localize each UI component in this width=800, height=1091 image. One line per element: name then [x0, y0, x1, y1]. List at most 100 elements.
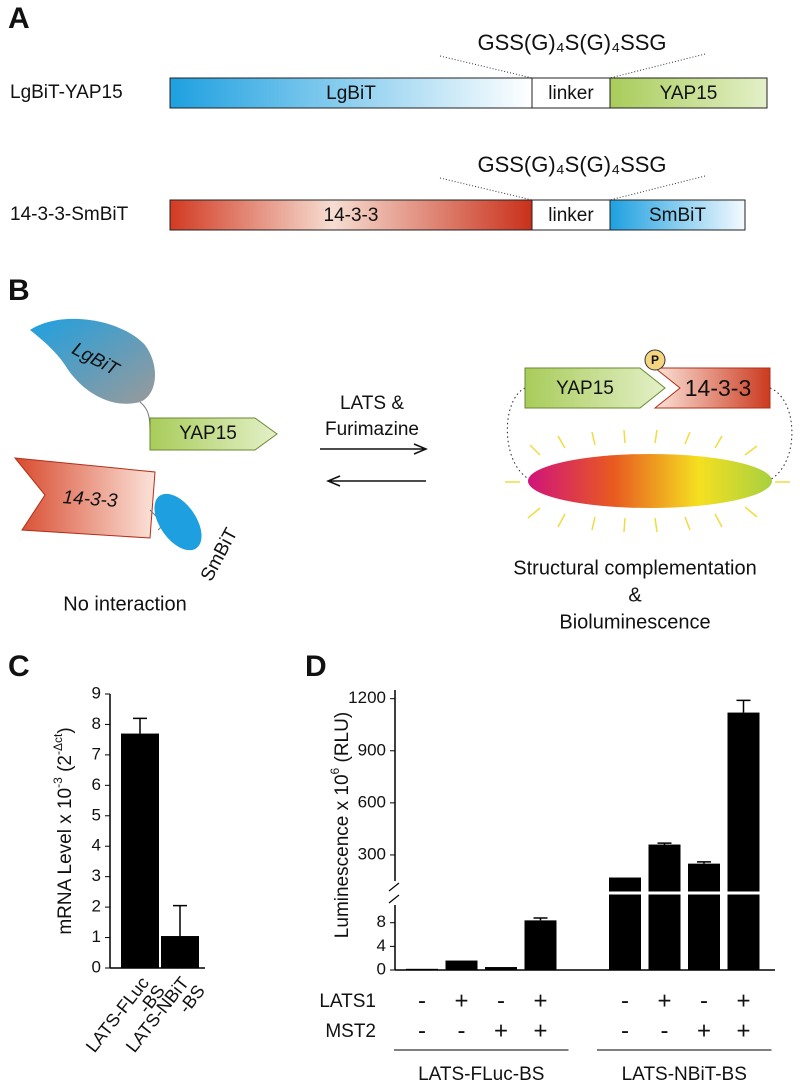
segment-label: LgBiT [326, 83, 376, 104]
group-label: LATS-FLuc-BS [418, 1064, 544, 1085]
protein-label: 14-3-3 [62, 487, 119, 512]
caption: Structural complementation [513, 557, 756, 579]
y-tick-label: 1200 [348, 688, 386, 707]
condition-sign: + [454, 987, 468, 1014]
construct-segment [531, 77, 611, 109]
y-tick-label: 2 [92, 897, 101, 916]
glow-rays [505, 429, 790, 533]
y-tick-label: 0 [377, 959, 386, 978]
yap15-label: YAP15 [179, 423, 237, 444]
condition-sign: - [621, 1017, 629, 1044]
condition-name: LATS1 [319, 991, 376, 1012]
arrow-label: LATS & [340, 393, 404, 414]
construct-segment [609, 199, 746, 231]
condition-sign: - [418, 1017, 426, 1044]
protein-shape [653, 367, 771, 409]
linker-sequence: GSS(G)₄S(G)₄SSG [477, 152, 666, 177]
y-tick-label: 9 [92, 683, 101, 702]
panel-label: D [305, 650, 327, 683]
linker-guide [439, 175, 706, 201]
protein-shape [13, 457, 156, 539]
error-bar [533, 917, 548, 921]
y-tick-label: 6 [92, 775, 101, 794]
construct-name: LgBiT-YAP15 [10, 82, 123, 103]
y-tick-label: 3 [92, 866, 101, 885]
arrow-label: Furimazine [325, 419, 419, 440]
y-tick-label: 8 [92, 714, 101, 733]
condition-name: MST2 [325, 1021, 376, 1042]
condition-sign: - [458, 1017, 466, 1044]
y-tick-label: 4 [92, 836, 101, 855]
y-axis-label-part: (RLU) [332, 712, 353, 768]
bar [688, 863, 720, 970]
error-bar [657, 842, 672, 845]
y-tick-label: 8 [377, 912, 386, 931]
error-bar [173, 904, 187, 937]
segment-label: linker [548, 83, 594, 104]
yap15-shape [524, 367, 666, 409]
y-tick-label: 600 [358, 792, 386, 811]
smbit-label: SmBiT [197, 524, 242, 585]
bar [727, 712, 760, 970]
y-axis-label-part: -Δct [51, 733, 65, 755]
condition-sign: - [661, 1017, 669, 1044]
condition-sign: + [697, 1017, 711, 1044]
segment-label: linker [548, 205, 594, 226]
bar [406, 968, 438, 970]
phospho-label: P [651, 353, 659, 367]
construct-segment [609, 77, 768, 109]
y-tick-label: 1 [92, 927, 101, 946]
error-bar [736, 699, 751, 713]
condition-sign: + [494, 1017, 508, 1044]
caption: Bioluminescence [559, 611, 710, 633]
bar [524, 920, 557, 970]
segment-label: SmBiT [649, 205, 706, 226]
condition-sign: + [533, 1017, 547, 1044]
reverse-arrow [326, 475, 426, 487]
condition-sign: - [497, 987, 505, 1014]
construct-name: 14-3-3-SmBiT [10, 204, 129, 225]
error-bar [697, 861, 711, 864]
group-label: LATS-NBiT-BS [622, 1064, 747, 1085]
bar [609, 877, 641, 970]
caption: No interaction [63, 593, 186, 615]
bar-break [647, 891, 682, 895]
y-tick-label: 4 [377, 936, 386, 955]
condition-sign: + [533, 987, 547, 1014]
condition-sign: - [700, 987, 708, 1014]
condition-sign: - [418, 987, 426, 1014]
y-tick-label: 0 [92, 957, 101, 976]
bar [485, 967, 517, 970]
condition-sign: + [736, 987, 750, 1014]
bar-break [726, 891, 761, 895]
bar [648, 844, 681, 970]
linker-guide [439, 53, 706, 79]
construct-segment [169, 199, 533, 231]
y-tick-label: 5 [92, 805, 101, 824]
bar-break [608, 891, 642, 895]
segment-label: YAP15 [660, 83, 718, 104]
yap15-label: YAP15 [556, 378, 614, 399]
phospho-circle [644, 349, 666, 371]
y-axis-label-part: Luminescence x 10 [332, 774, 353, 938]
panel-label: A [8, 2, 30, 35]
smbit-shape [154, 493, 202, 551]
linker-sequence: GSS(G)₄S(G)₄SSG [477, 30, 666, 55]
bar [445, 960, 478, 970]
y-axis-label-part: (2 [55, 755, 76, 777]
panel-label: B [8, 274, 30, 307]
y-axis-label-part: ) [55, 727, 76, 733]
bar-break [687, 891, 721, 895]
y-axis-label-part: mRNA Level x 10 [55, 788, 76, 935]
bar [121, 733, 159, 968]
forward-arrow [320, 443, 428, 455]
y-tick-label: 7 [92, 744, 101, 763]
condition-sign: - [621, 987, 629, 1014]
axis-break [388, 882, 400, 904]
construct-segment [169, 77, 533, 109]
protein-label: 14-3-3 [685, 375, 751, 401]
luminescence [528, 454, 772, 508]
panel-label: C [8, 650, 30, 683]
tether [506, 387, 793, 483]
